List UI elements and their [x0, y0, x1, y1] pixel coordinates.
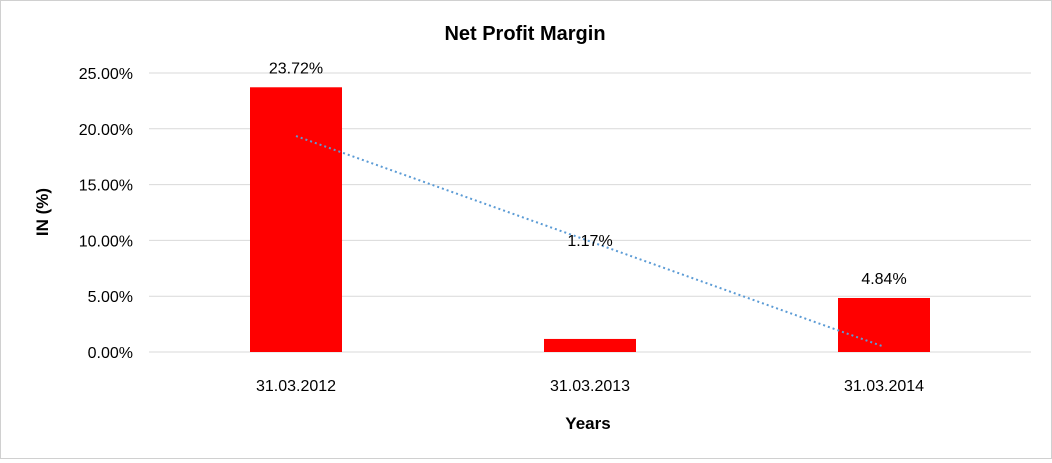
y-tick-label: 10.00% [79, 233, 133, 250]
trendline [295, 135, 885, 348]
bar [544, 338, 636, 352]
x-tick-label: 31.03.2012 [256, 378, 336, 395]
data-label: 4.84% [861, 271, 906, 288]
y-tick-label: 15.00% [79, 178, 133, 195]
data-label: 1.17% [567, 233, 612, 250]
y-tick-label: 25.00% [79, 66, 133, 83]
x-tick-label: 31.03.2013 [550, 378, 630, 395]
data-labels: 23.72% 1.17% 4.84% [269, 60, 907, 288]
chart-title: Net Profit Margin [444, 23, 605, 45]
x-tick-label: 31.03.2014 [844, 378, 924, 395]
bar [838, 297, 930, 352]
trendline-layer [295, 135, 885, 348]
y-tick-label: 20.00% [79, 122, 133, 139]
x-axis-tick-labels: 31.03.2012 31.03.2013 31.03.2014 [256, 378, 924, 395]
bars [250, 87, 930, 353]
y-tick-label: 5.00% [88, 289, 133, 306]
y-axis-title: IN (%) [33, 188, 52, 236]
data-label: 23.72% [269, 60, 323, 77]
x-axis-title: Years [565, 414, 610, 433]
y-tick-label: 0.00% [88, 345, 133, 362]
y-axis-tick-labels: 0.00% 5.00% 10.00% 15.00% 20.00% 25.00% [79, 66, 133, 362]
bar [250, 87, 342, 353]
